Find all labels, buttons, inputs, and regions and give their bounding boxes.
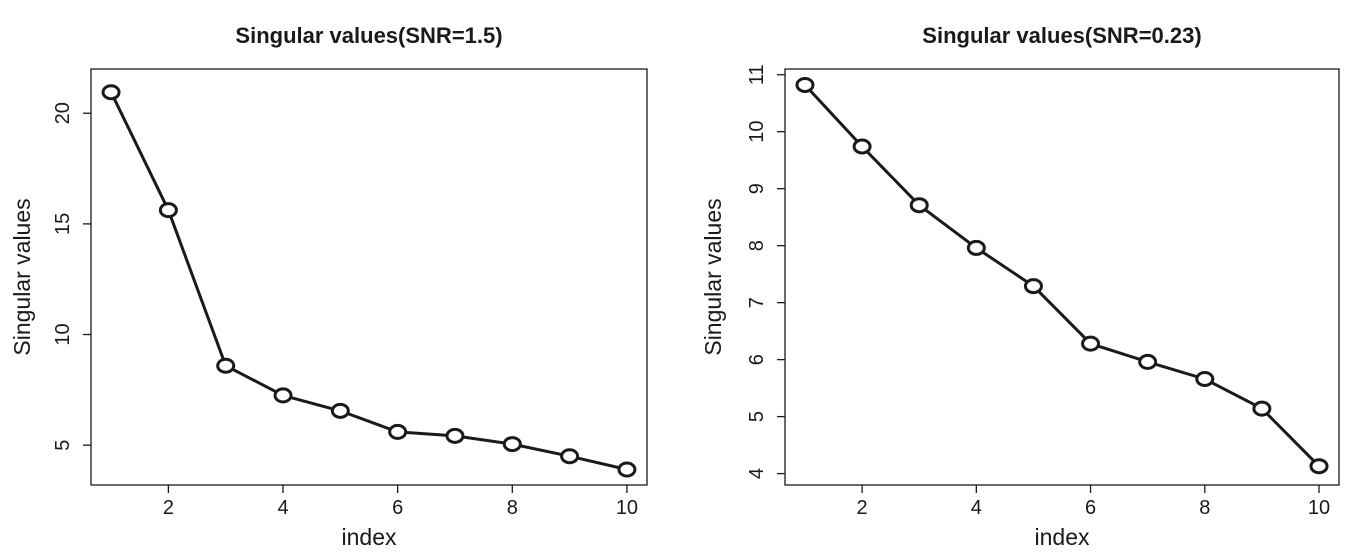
x-tick-label: 8 — [507, 497, 518, 519]
x-tick-label: 2 — [163, 497, 174, 519]
data-point — [1081, 335, 1101, 352]
plot-area-frame — [784, 68, 1340, 486]
chart-title: Singular values(SNR=0.23) — [922, 23, 1201, 48]
chart-left: Singular values(SNR=1.5) index Singular va… — [9, 23, 648, 550]
y-tick-label: 10 — [52, 323, 74, 345]
x-tick-label: 10 — [616, 497, 638, 519]
plot-area-frame — [90, 68, 648, 486]
x-axis-label: index — [1035, 524, 1090, 550]
series-line — [109, 91, 628, 471]
y-tick-label: 4 — [746, 468, 768, 479]
x-tick-label: 10 — [1308, 497, 1330, 519]
data-point — [966, 239, 986, 256]
y-tick-label: 10 — [746, 121, 768, 143]
data-point — [560, 448, 580, 465]
data-point — [101, 84, 121, 101]
series-line — [803, 83, 1321, 468]
data-point — [1138, 353, 1158, 370]
data-point — [795, 76, 815, 93]
y-tick-label: 20 — [52, 102, 74, 124]
x-tick-label: 2 — [857, 497, 868, 519]
chart-title: Singular values(SNR=1.5) — [235, 23, 502, 48]
y-tick-label: 5 — [746, 411, 768, 422]
data-point — [852, 138, 872, 155]
x-tick-label: 4 — [277, 497, 288, 519]
data-point — [1309, 458, 1329, 475]
y-tick-label: 7 — [746, 297, 768, 308]
data-point — [388, 423, 408, 440]
y-tick-label: 15 — [52, 213, 74, 235]
data-point — [617, 461, 637, 478]
chart-right: Singular values(SNR=0.23) index Singular v… — [700, 23, 1340, 550]
data-point — [502, 436, 522, 453]
x-axis-label: index — [342, 524, 397, 550]
data-point — [273, 387, 293, 404]
x-tick-label: 6 — [392, 497, 403, 519]
y-axis-label: Singular values — [700, 198, 726, 355]
y-tick-label: 9 — [746, 183, 768, 194]
y-tick-label: 6 — [746, 354, 768, 365]
y-tick-label: 8 — [746, 240, 768, 251]
data-point — [1195, 371, 1215, 388]
data-point — [1252, 400, 1272, 417]
data-point — [445, 427, 465, 444]
y-tick-label: 11 — [746, 64, 768, 85]
y-axis-label: Singular values — [9, 198, 35, 355]
data-point — [330, 402, 350, 419]
data-point — [216, 357, 236, 374]
data-point — [909, 197, 929, 214]
x-tick-label: 8 — [1199, 497, 1210, 519]
data-point — [158, 202, 178, 219]
y-tick-label: 5 — [52, 440, 74, 451]
data-point — [1023, 278, 1043, 295]
x-tick-label: 4 — [971, 497, 982, 519]
x-tick-label: 6 — [1085, 497, 1096, 519]
